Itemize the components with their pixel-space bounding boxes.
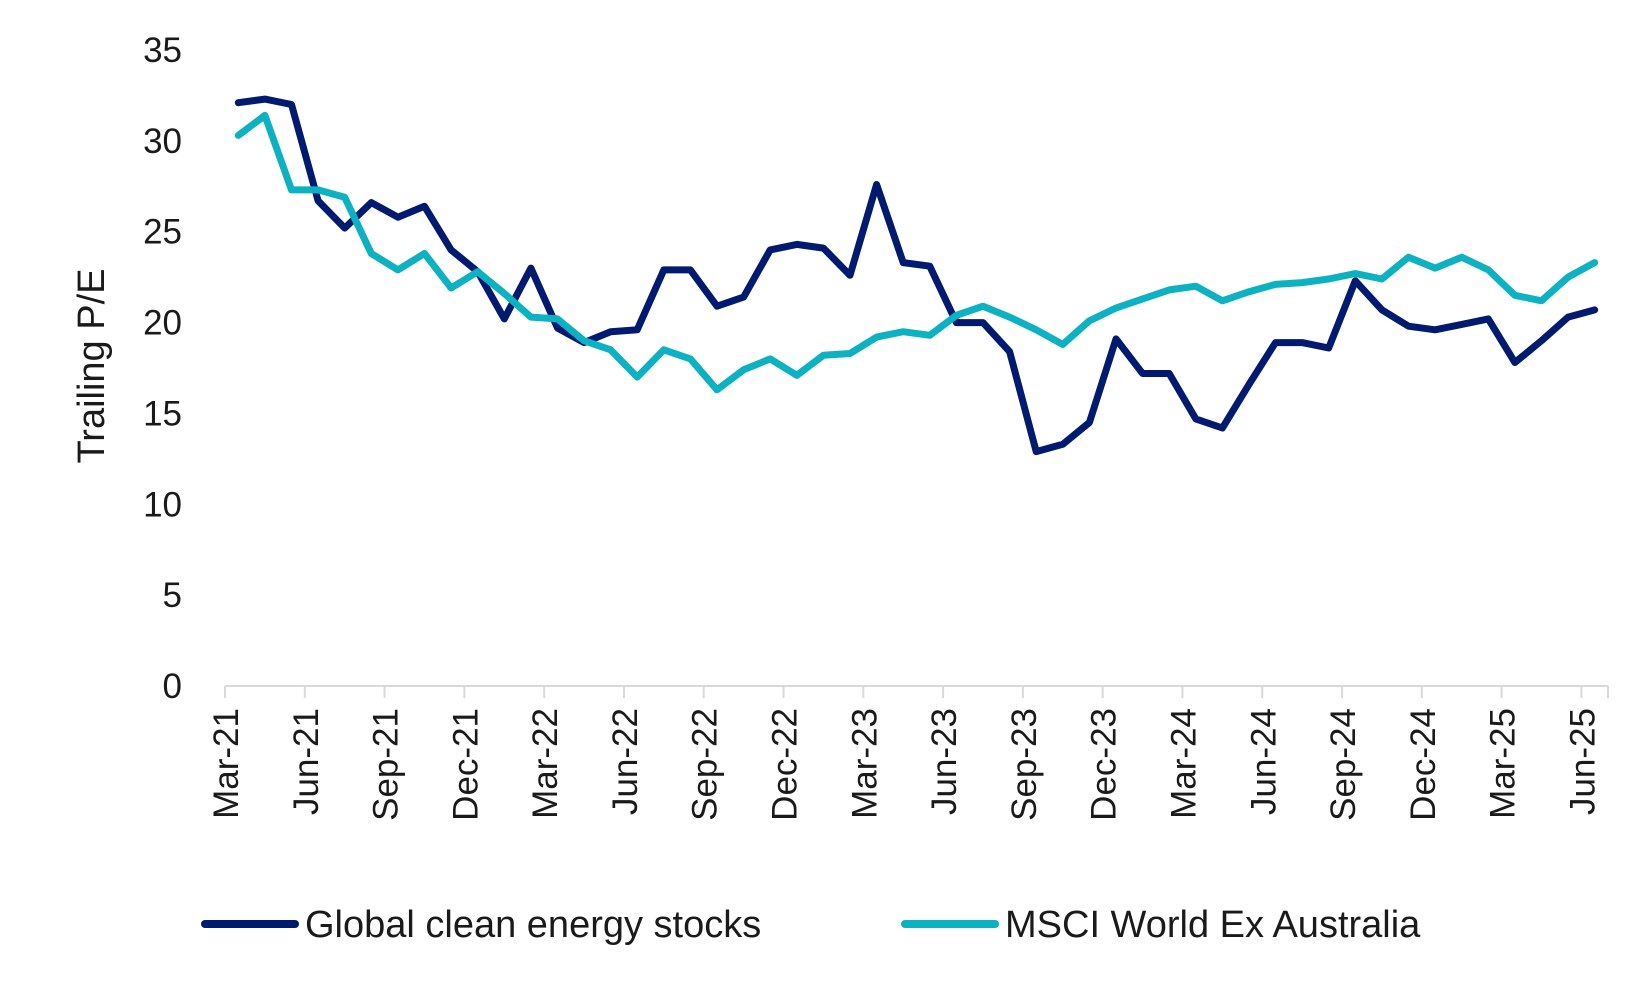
x-tick-label: Mar-22 <box>526 708 565 819</box>
legend-item: MSCI World Ex Australia <box>901 904 1421 946</box>
x-tick-label: Mar-24 <box>1164 708 1203 819</box>
y-tick-label: 15 <box>143 394 182 433</box>
x-tick-label: Jun-24 <box>1244 708 1283 815</box>
x-tick-label: Dec-24 <box>1404 708 1443 821</box>
y-tick-label: 10 <box>143 485 182 524</box>
y-axis: 0 5 10 15 20 25 30 35 <box>143 31 182 706</box>
x-tick-label: Dec-23 <box>1085 708 1124 821</box>
legend-label: MSCI World Ex Australia <box>1005 904 1421 946</box>
x-tick-label: Dec-21 <box>446 708 485 821</box>
x-tick-label: Sep-24 <box>1324 708 1363 821</box>
x-tick-label: Jun-25 <box>1563 708 1602 815</box>
y-tick-label: 25 <box>143 213 182 252</box>
x-tick-label: Jun-22 <box>606 708 645 815</box>
legend: Global clean energy stocks MSCI World Ex … <box>201 904 1421 946</box>
x-axis: Mar-21 Jun-21 Sep-21 Dec-21 Mar-22 Jun-22 Sep-… <box>207 685 1609 821</box>
x-tick-label: Jun-23 <box>925 708 964 815</box>
series-line-msci-world-ex-australia <box>234 111 1599 394</box>
x-tick-label: Sep-22 <box>686 708 725 821</box>
series-line-global-clean-energy <box>234 95 1599 456</box>
x-tick-label: Dec-22 <box>766 708 805 821</box>
plot-area <box>234 95 1599 456</box>
y-tick-label: 35 <box>143 31 182 70</box>
y-tick-label: 20 <box>143 304 182 343</box>
y-tick-label: 5 <box>163 576 182 615</box>
legend-label: Global clean energy stocks <box>305 904 761 946</box>
legend-item: Global clean energy stocks <box>201 904 761 946</box>
x-tick-label: Mar-23 <box>845 708 884 819</box>
y-tick-label: 30 <box>143 122 182 161</box>
x-tick-label: Sep-21 <box>367 708 406 821</box>
x-tick-label: Sep-23 <box>1005 708 1044 821</box>
x-tick-label: Jun-21 <box>287 708 326 815</box>
y-tick-label: 0 <box>163 667 182 706</box>
x-tick-label: Mar-21 <box>207 708 246 819</box>
y-axis-title: Trailing P/E <box>71 269 113 464</box>
x-tick-label: Mar-25 <box>1484 708 1523 819</box>
